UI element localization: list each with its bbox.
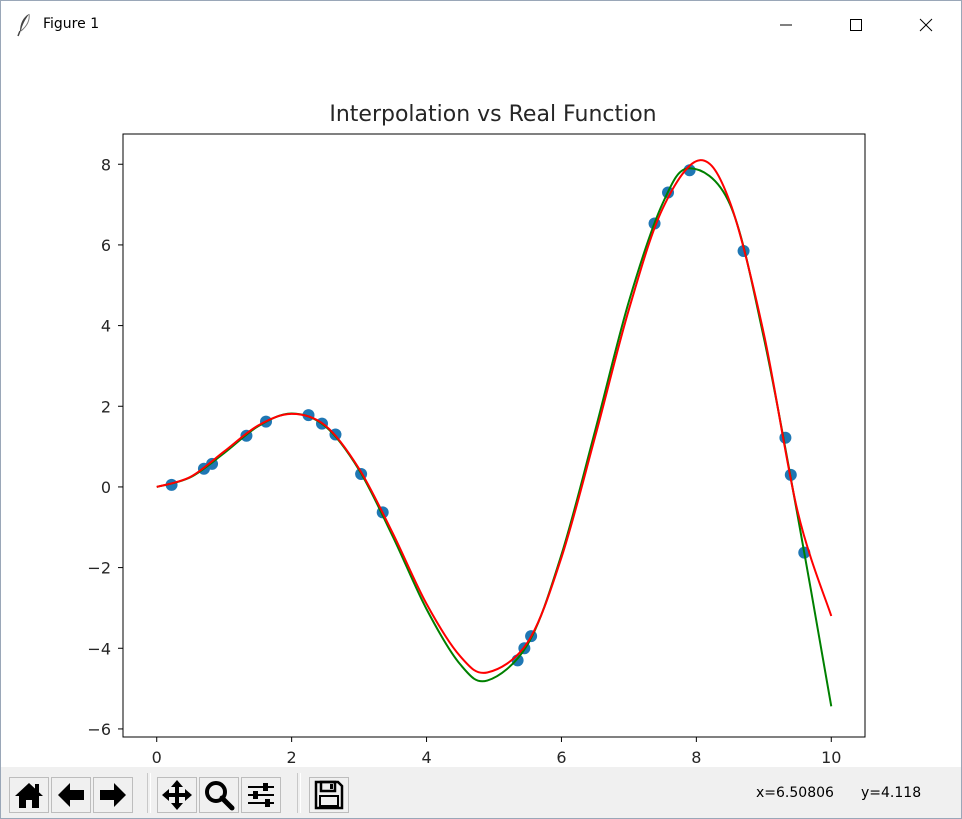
y-tick-label: 4 xyxy=(101,317,111,336)
toolbar-separator xyxy=(147,773,151,813)
feather-icon xyxy=(17,13,30,37)
arrow-left-icon xyxy=(58,783,84,807)
y-tick-label: −2 xyxy=(87,559,111,578)
arrow-right-icon xyxy=(100,783,126,807)
x-tick-label: 8 xyxy=(691,748,701,767)
figure-canvas[interactable]: Interpolation vs Real Function 0 2 4 6 8 10 −6… xyxy=(1,49,961,767)
title-bar[interactable]: Figure 1 xyxy=(1,1,961,49)
back-button[interactable] xyxy=(51,777,91,813)
move-icon xyxy=(162,780,192,810)
x-tick-label: 4 xyxy=(421,748,431,767)
series-line-1 xyxy=(156,159,833,674)
x-coordinate-readout: x=6.50806 xyxy=(756,785,834,801)
window-title: Figure 1 xyxy=(43,16,100,32)
y-tick-label: 6 xyxy=(101,236,111,255)
series-line-0 xyxy=(156,167,833,707)
zoom-button[interactable] xyxy=(199,777,239,813)
floppy-disk-icon xyxy=(314,780,344,810)
magnifier-icon xyxy=(205,781,235,811)
x-tick-label: 0 xyxy=(152,748,162,767)
chart-title: Interpolation vs Real Function xyxy=(329,102,656,127)
x-tick-label: 6 xyxy=(556,748,566,767)
minimize-icon xyxy=(780,24,792,26)
y-tick-label: −4 xyxy=(87,639,111,658)
forward-button[interactable] xyxy=(93,777,133,813)
minimize-button[interactable] xyxy=(763,1,809,49)
maximize-button[interactable] xyxy=(833,1,879,49)
chart[interactable]: Interpolation vs Real Function 0 2 4 6 8 10 −6… xyxy=(1,49,961,767)
plot-frame xyxy=(122,133,866,738)
pan-button[interactable] xyxy=(157,777,197,813)
y-coordinate-readout: y=4.118 xyxy=(861,785,922,801)
y-tick-label: 2 xyxy=(101,397,111,416)
y-tick-label: 8 xyxy=(101,155,111,174)
toolbar-separator xyxy=(297,773,301,813)
home-button[interactable] xyxy=(9,777,49,813)
y-tick-label: −6 xyxy=(87,720,111,739)
maximize-icon xyxy=(850,19,862,31)
scatter-point xyxy=(779,431,792,444)
sliders-icon xyxy=(248,783,274,807)
x-tick-label: 2 xyxy=(287,748,297,767)
save-button[interactable] xyxy=(309,777,349,813)
x-tick-label: 10 xyxy=(821,748,841,767)
y-tick-label: 0 xyxy=(101,478,111,497)
navigation-toolbar: x=6.50806 y=4.118 xyxy=(1,767,961,818)
subplots-button[interactable] xyxy=(241,777,281,813)
close-button[interactable] xyxy=(903,1,949,49)
home-icon xyxy=(15,783,43,808)
close-icon xyxy=(919,18,933,32)
